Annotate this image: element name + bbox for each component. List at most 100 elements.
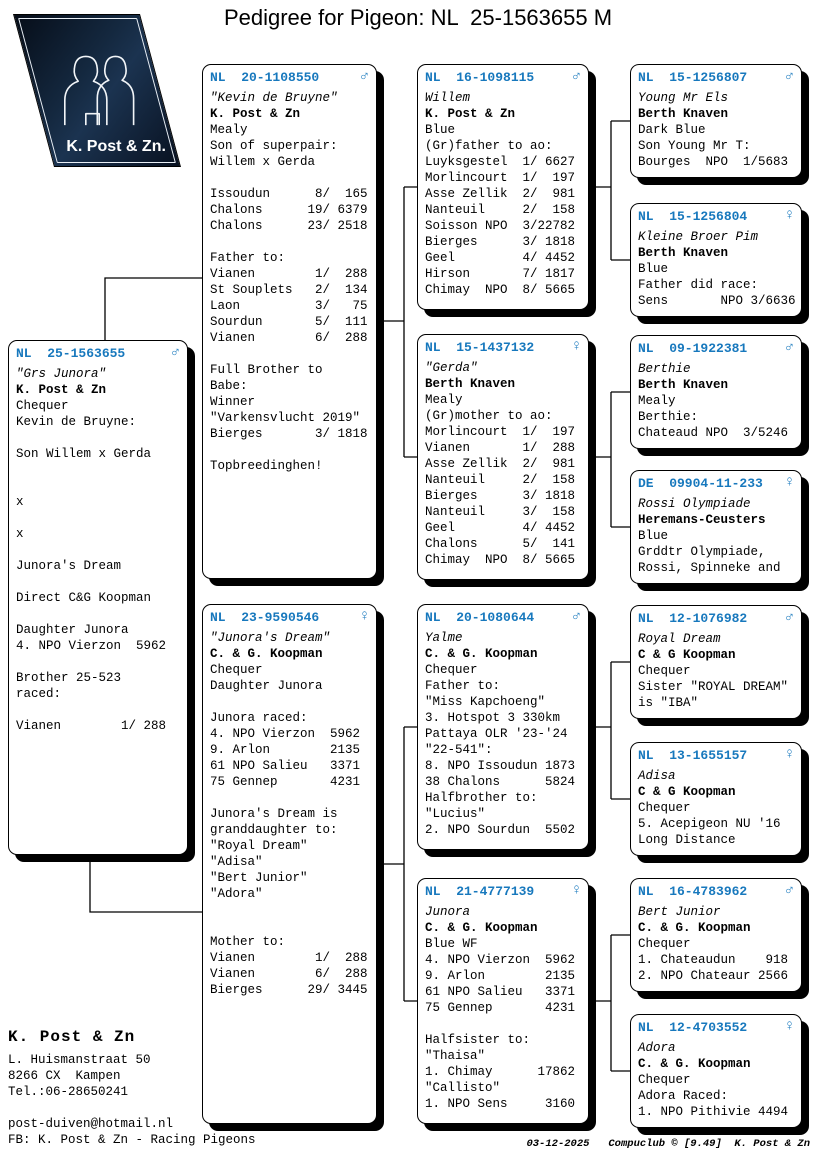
ring-number: NL 15-1437132 xyxy=(425,340,535,355)
ring-number: NL 21-4777139 xyxy=(425,884,535,899)
pigeon-details: Chequer Adora Raced: 1. NPO Pithivie 449… xyxy=(638,1073,789,1119)
pedigree-box-great-grandparent-6: NL 13-1655157 ♀ Adisa C & G Koopman Cheq… xyxy=(630,742,802,856)
ring-number: NL 23-9590546 xyxy=(210,610,320,625)
ring-number: NL 20-1080644 xyxy=(425,610,535,625)
pigeon-name: Kleine Broer Pim xyxy=(638,230,759,244)
female-icon: ♀ xyxy=(571,338,581,355)
ring-number: NL 09-1922381 xyxy=(638,341,748,356)
ring-number: NL 13-1655157 xyxy=(638,748,748,763)
ring-number: NL 12-4703552 xyxy=(638,1020,748,1035)
female-icon: ♀ xyxy=(784,207,794,224)
pedigree-box-great-grandparent-2: NL 15-1256804 ♀ Kleine Broer Pim Berth K… xyxy=(630,203,802,317)
contact-details: L. Huismanstraat 50 8266 CX Kampen Tel.:… xyxy=(8,1053,256,1147)
owner-name: Berth Knaven xyxy=(638,246,729,260)
male-icon: ♂ xyxy=(571,68,581,85)
ring-number: DE 09904-11-233 xyxy=(638,476,763,491)
pedigree-box-subject: NL 25-1563655 ♂ "Grs Junora" K. Post & Z… xyxy=(8,340,188,855)
female-icon: ♀ xyxy=(784,746,794,763)
pedigree-box-great-grandparent-7: NL 16-4783962 ♂ Bert Junior C. & G. Koop… xyxy=(630,878,802,992)
pigeon-name: Adisa xyxy=(638,769,676,783)
owner-name: K. Post & Zn xyxy=(425,107,516,121)
male-icon: ♂ xyxy=(170,344,180,361)
contact-loft-name: K. Post & Zn xyxy=(8,1028,136,1046)
pedigree-box-father: NL 20-1108550 ♂ "Kevin de Bruyne" K. Pos… xyxy=(202,64,377,579)
pigeon-details: Chequer Sister "ROYAL DREAM" is "IBA" xyxy=(638,664,789,710)
pigeon-name: "Kevin de Bruyne" xyxy=(210,91,338,105)
pigeon-name: "Gerda" xyxy=(425,361,478,375)
loft-logo: K. Post & Zn. xyxy=(13,14,181,167)
owner-name: Heremans-Ceusters xyxy=(638,513,766,527)
male-icon: ♂ xyxy=(571,608,581,625)
male-icon: ♂ xyxy=(784,882,794,899)
female-icon: ♀ xyxy=(359,608,369,625)
owner-name: C & G Koopman xyxy=(638,785,736,799)
male-icon: ♂ xyxy=(784,609,794,626)
pigeon-name: Yalme xyxy=(425,631,463,645)
male-icon: ♂ xyxy=(784,68,794,85)
pedigree-box-great-grandparent-3: NL 09-1922381 ♂ Berthie Berth Knaven Mea… xyxy=(630,335,802,449)
owner-name: C. & G. Koopman xyxy=(638,921,751,935)
owner-name: Berth Knaven xyxy=(425,377,516,391)
ring-number: NL 20-1108550 xyxy=(210,70,320,85)
pedigree-box-great-grandparent-8: NL 12-4703552 ♀ Adora C. & G. Koopman Ch… xyxy=(630,1014,802,1128)
pigeon-name: Berthie xyxy=(638,362,691,376)
female-icon: ♀ xyxy=(571,882,581,899)
owner-name: C & G Koopman xyxy=(638,648,736,662)
male-icon: ♂ xyxy=(784,339,794,356)
pigeon-details: Mealy Son of superpair: Willem x Gerda I… xyxy=(210,123,368,473)
owner-name: C. & G. Koopman xyxy=(425,921,538,935)
owner-name: K. Post & Zn xyxy=(16,383,107,397)
owner-name: Berth Knaven xyxy=(638,378,729,392)
pigeon-details: Chequer 1. Chateaudun 918 2. NPO Chateau… xyxy=(638,937,789,983)
logo-text: K. Post & Zn. xyxy=(66,138,166,155)
pigeon-details: Chequer Kevin de Bruyne: Son Willem x Ge… xyxy=(16,399,167,733)
pigeon-details: Mealy Berthie: Chateaud NPO 3/5246 xyxy=(638,394,789,440)
ring-number: NL 15-1256804 xyxy=(638,209,748,224)
pedigree-box-paternal-grandmother: NL 15-1437132 ♀ "Gerda" Berth Knaven Mea… xyxy=(417,334,589,580)
pigeon-details: Dark Blue Son Young Mr T: Bourges NPO 1/… xyxy=(638,123,789,169)
pigeon-details: Blue (Gr)father to ao: Luyksgestel 1/ 66… xyxy=(425,123,576,297)
pigeon-details: Blue Father did race: Sens NPO 3/6636 xyxy=(638,262,796,308)
software-credit-line: 03-12-2025 Compuclub © [9.49] K. Post & … xyxy=(526,1138,810,1150)
pigeon-details: Chequer 5. Acepigeon NU '16 Long Distanc… xyxy=(638,801,781,847)
pigeon-name: Willem xyxy=(425,91,471,105)
pigeon-details: Blue WF 4. NPO Vierzon 5962 9. Arlon 213… xyxy=(425,937,576,1111)
owner-name: K. Post & Zn xyxy=(210,107,301,121)
pigeon-name: "Grs Junora" xyxy=(16,367,107,381)
ring-number: NL 16-1098115 xyxy=(425,70,535,85)
owner-name: C. & G. Koopman xyxy=(210,647,323,661)
ring-number: NL 12-1076982 xyxy=(638,611,748,626)
owner-name: Berth Knaven xyxy=(638,107,729,121)
logo-parallelogram-background: K. Post & Zn. xyxy=(13,14,181,167)
pedigree-box-maternal-grandmother: NL 21-4777139 ♀ Junora C. & G. Koopman B… xyxy=(417,878,589,1124)
female-icon: ♀ xyxy=(784,474,794,491)
page-title: Pedigree for Pigeon: NL 25-1563655 M xyxy=(223,5,613,30)
pedigree-box-great-grandparent-1: NL 15-1256807 ♂ Young Mr Els Berth Knave… xyxy=(630,64,802,178)
pedigree-box-great-grandparent-5: NL 12-1076982 ♂ Royal Dream C & G Koopma… xyxy=(630,605,802,719)
pigeon-name: "Junora's Dream" xyxy=(210,631,331,645)
pigeon-name: Junora xyxy=(425,905,471,919)
breeders-silhouette-icon xyxy=(63,55,135,126)
owner-name: C. & G. Koopman xyxy=(638,1057,751,1071)
pigeon-details: Mealy (Gr)mother to ao: Morlincourt 1/ 1… xyxy=(425,393,576,567)
pigeon-details: Chequer Father to: "Miss Kapchoeng" 3. H… xyxy=(425,663,576,837)
owner-name: C. & G. Koopman xyxy=(425,647,538,661)
pedigree-box-great-grandparent-4: DE 09904-11-233 ♀ Rossi Olympiade Herema… xyxy=(630,470,802,584)
female-icon: ♀ xyxy=(784,1018,794,1035)
ring-number: NL 25-1563655 xyxy=(16,346,126,361)
ring-number: NL 15-1256807 xyxy=(638,70,748,85)
pigeon-name: Adora xyxy=(638,1041,676,1055)
pedigree-box-paternal-grandfather: NL 16-1098115 ♂ Willem K. Post & Zn Blue… xyxy=(417,64,589,310)
pedigree-box-mother: NL 23-9590546 ♀ "Junora's Dream" C. & G.… xyxy=(202,604,377,1124)
pigeon-name: Royal Dream xyxy=(638,632,721,646)
pigeon-name: Young Mr Els xyxy=(638,91,729,105)
ring-number: NL 16-4783962 xyxy=(638,884,748,899)
pigeon-details: Chequer Daughter Junora Junora raced: 4.… xyxy=(210,663,368,997)
male-icon: ♂ xyxy=(359,68,369,85)
pigeon-name: Rossi Olympiade xyxy=(638,497,751,511)
pigeon-name: Bert Junior xyxy=(638,905,721,919)
pigeon-details: Blue Grddtr Olympiade, Rossi, Spinneke a… xyxy=(638,529,781,575)
pedigree-box-maternal-grandfather: NL 20-1080644 ♂ Yalme C. & G. Koopman Ch… xyxy=(417,604,589,850)
